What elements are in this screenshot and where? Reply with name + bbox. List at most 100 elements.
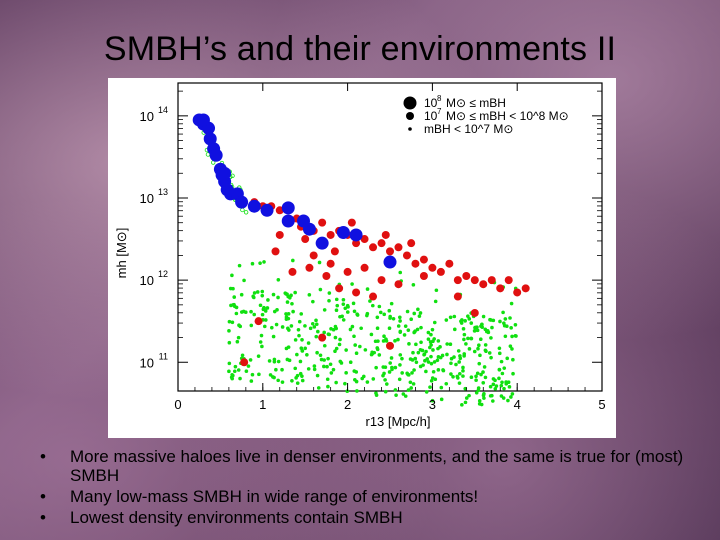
data-point-small — [432, 320, 437, 325]
data-point-small — [242, 278, 246, 283]
data-point-small — [259, 333, 264, 338]
data-point-small — [426, 360, 431, 364]
data-point-medium — [288, 267, 297, 276]
data-point-small — [431, 369, 436, 374]
data-point-small — [331, 367, 336, 372]
data-point-small — [497, 367, 502, 372]
data-point-small — [409, 386, 414, 390]
data-point-small — [477, 343, 481, 348]
data-point-small — [506, 398, 510, 403]
data-point-medium — [360, 263, 369, 272]
data-point-small — [270, 325, 274, 330]
data-point-small — [430, 376, 435, 380]
data-point-medium — [428, 263, 437, 272]
data-point-small — [252, 291, 257, 295]
data-point-medium — [479, 280, 488, 289]
data-point-small — [350, 324, 355, 329]
data-point-small — [310, 321, 315, 326]
data-point-small — [428, 385, 432, 389]
legend-label: 10 — [424, 96, 438, 110]
data-point-small — [241, 309, 246, 314]
data-point-small — [506, 380, 511, 385]
data-point-large — [196, 113, 210, 127]
data-point-small — [393, 365, 398, 370]
data-point-small — [421, 363, 425, 367]
data-point-small — [461, 327, 466, 331]
data-point-small — [263, 309, 268, 313]
data-point-small — [238, 376, 242, 381]
data-point-medium — [445, 259, 454, 268]
data-point-medium — [318, 333, 327, 342]
data-point-small — [484, 329, 489, 334]
data-point-small — [469, 321, 474, 325]
data-point-small — [396, 337, 400, 342]
data-point-large — [209, 148, 223, 162]
data-point-small — [476, 388, 481, 393]
data-point-small — [351, 301, 356, 306]
data-point-small — [461, 374, 465, 378]
data-point-small — [289, 324, 294, 328]
data-point-small — [461, 365, 465, 370]
data-point-small — [491, 399, 495, 403]
data-point-medium — [335, 284, 344, 293]
data-point-small — [423, 358, 427, 363]
bullet-item: • Lowest density environments contain SM… — [28, 508, 688, 527]
x-axis-label: r13 [Mpc/h] — [365, 414, 430, 429]
data-point-small — [500, 371, 505, 376]
data-point-large — [336, 225, 350, 239]
data-point-small — [382, 334, 386, 339]
data-point-small — [250, 261, 255, 266]
data-point-medium — [470, 308, 479, 317]
data-point-small — [291, 258, 295, 263]
data-point-small — [461, 369, 465, 373]
data-point-small — [232, 369, 237, 374]
data-point-small — [352, 334, 356, 339]
data-point-small — [333, 335, 338, 340]
data-point-medium — [301, 235, 310, 244]
data-point-small — [499, 359, 504, 364]
bullet-dot: • — [40, 487, 46, 506]
data-point-medium — [347, 218, 356, 227]
data-point-small — [488, 384, 493, 389]
data-point-small — [509, 395, 513, 399]
data-point-small — [462, 332, 467, 337]
data-point-small — [227, 329, 231, 333]
data-point-small — [382, 312, 387, 317]
data-point-small — [473, 325, 477, 330]
data-point-small — [290, 378, 294, 383]
data-point-small — [312, 364, 317, 368]
data-point-small — [314, 334, 319, 339]
data-point-small — [383, 378, 387, 382]
legend-marker — [408, 127, 412, 131]
data-point-medium — [394, 280, 403, 289]
data-point-small — [469, 336, 474, 341]
data-point-small — [343, 306, 348, 311]
scatter-plot: 0 1 2 3 4 5 10 11 10 12 10 13 10 14 10 8 M⊙ ≤ mBH 10 7 M⊙ … — [108, 78, 616, 438]
data-point-small — [291, 309, 295, 314]
data-point-medium — [360, 235, 369, 244]
x-tick-label: 4 — [514, 397, 521, 412]
data-point-small — [381, 365, 386, 369]
data-point-small — [411, 382, 416, 386]
legend-label: mBH < 10^7 M⊙ — [424, 122, 513, 136]
data-point-small — [383, 389, 388, 394]
y-tick-exponent: 14 — [158, 105, 168, 115]
data-point-small — [463, 319, 467, 323]
data-point-small — [474, 391, 479, 395]
data-point-small — [499, 383, 504, 388]
data-point-small — [414, 360, 419, 365]
data-point-large — [349, 228, 363, 242]
data-point-small — [318, 353, 323, 358]
plot-frame-box — [177, 82, 603, 392]
data-point-small — [415, 327, 420, 332]
data-point-small — [297, 333, 301, 338]
y-tick-label: 10 — [140, 191, 154, 206]
data-point-small — [429, 332, 433, 337]
bullet-text: Lowest density environments contain SMBH — [70, 508, 403, 527]
data-point-small — [276, 295, 280, 300]
data-point-small — [284, 312, 288, 316]
bullet-dot: • — [40, 508, 46, 527]
data-point-small — [260, 293, 265, 298]
bullet-text: Many low-mass SMBH in wide range of envi… — [70, 487, 479, 506]
data-point-small — [416, 350, 421, 355]
